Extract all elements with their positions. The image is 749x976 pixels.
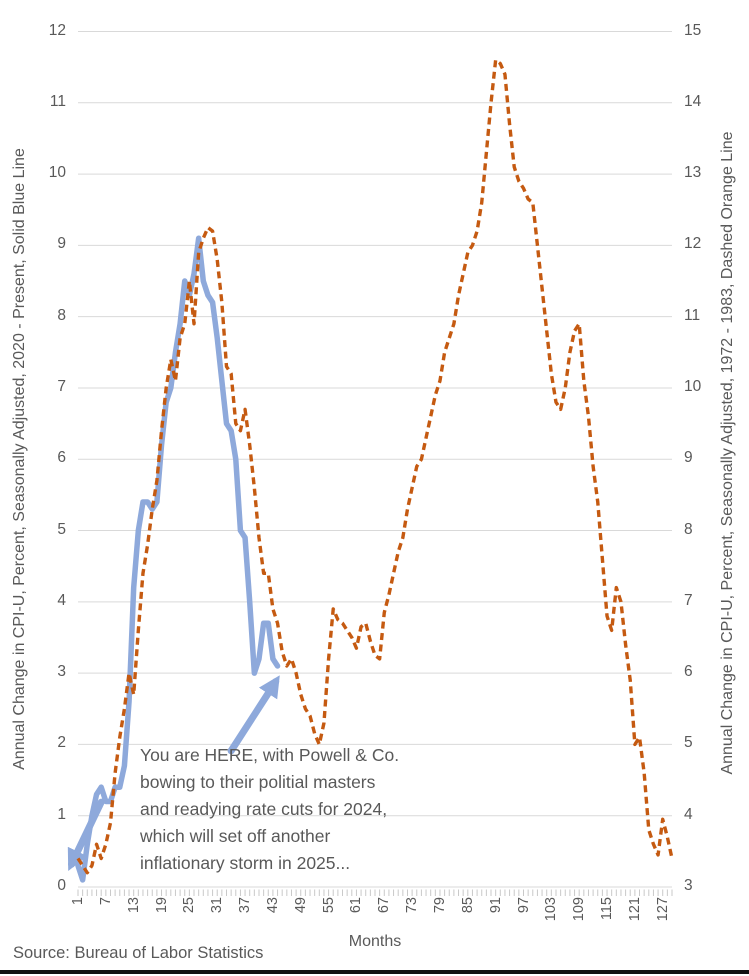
left-axis-tick-label: 2 xyxy=(57,734,66,752)
right-axis-tick-label: 4 xyxy=(684,805,693,823)
left-axis-tick-label: 8 xyxy=(57,306,66,324)
left-axis-tick-label: 7 xyxy=(57,377,66,395)
annotation-text: You are HERE, with Powell & Co. bowing to… xyxy=(140,742,399,877)
x-axis-tick-label: 37 xyxy=(237,897,254,914)
x-axis-tick-label: 127 xyxy=(654,897,671,922)
left-axis-tick-label: 0 xyxy=(57,877,66,894)
left-axis-tick-label: 3 xyxy=(57,663,66,681)
x-axis-tick-label: 61 xyxy=(348,897,365,914)
right-axis-tick-label: 7 xyxy=(684,591,693,609)
x-axis-tick-label: 109 xyxy=(571,897,588,922)
right-axis-tick-label: 3 xyxy=(684,877,693,894)
you-are-here-arrow xyxy=(227,675,280,755)
x-axis-tick-label: 1 xyxy=(70,897,86,906)
left-axis-tick-label: 12 xyxy=(48,21,66,39)
right-axis-tick-label: 5 xyxy=(684,734,693,752)
x-axis-tick-label: 31 xyxy=(209,897,226,914)
x-axis-tick-label: 121 xyxy=(626,897,643,922)
x-axis-tick-label: 67 xyxy=(376,897,393,914)
x-axis-tick-label: 85 xyxy=(459,897,476,914)
left-axis-tick-label: 6 xyxy=(57,449,66,467)
left-axis-title: Annual Change in CPI-U, Percent, Seasona… xyxy=(11,148,28,770)
right-axis-tick-label: 14 xyxy=(684,92,702,110)
source-note: Source: Bureau of Labor Statistics xyxy=(13,944,264,962)
x-axis-tick-label: 13 xyxy=(125,897,142,914)
x-axis-tick-label: 97 xyxy=(515,897,532,914)
right-axis-tick-label: 11 xyxy=(684,306,701,324)
annotation-line: You are HERE, with Powell & Co. xyxy=(140,745,400,765)
left-axis-tick-label: 10 xyxy=(48,164,66,182)
right-axis-tick-label: 8 xyxy=(684,520,693,538)
orange-dashed-line xyxy=(76,58,674,875)
right-axis-tick-label: 13 xyxy=(684,164,702,182)
x-axis-tick-label: 49 xyxy=(292,897,309,914)
x-axis-tick-label: 55 xyxy=(320,897,337,914)
bottom-border xyxy=(0,970,749,974)
annotation-line: bowing to their politial masters xyxy=(140,772,376,792)
left-axis-tick-label: 4 xyxy=(57,591,66,609)
x-axis-tick-label: 115 xyxy=(599,897,616,921)
left-axis-tick-label: 5 xyxy=(57,520,66,538)
blue-solid-line xyxy=(75,235,281,883)
left-axis-tick-label: 9 xyxy=(57,235,66,253)
right-axis-tick-label: 9 xyxy=(684,449,693,467)
x-axis-tick-label: 79 xyxy=(431,897,448,914)
annotation-line: and readying rate cuts for 2024, xyxy=(140,799,388,819)
x-axis-tick-label: 91 xyxy=(487,897,504,914)
right-axis-tick-label: 10 xyxy=(684,377,702,395)
x-axis-tick-label: 103 xyxy=(543,897,560,922)
right-axis-tick-label: 6 xyxy=(684,663,693,681)
x-axis-tick-label: 43 xyxy=(264,897,281,914)
x-axis-tick-label: 73 xyxy=(404,897,421,914)
right-axis-title: Annual Change in CPI-U, Percent, Seasona… xyxy=(719,131,736,775)
x-axis-tick-label: 7 xyxy=(97,897,114,906)
left-axis-tick-label: 1 xyxy=(57,805,66,823)
x-axis-title: Months xyxy=(348,933,402,950)
right-axis-tick-label: 12 xyxy=(684,235,702,253)
x-axis-tick-label: 19 xyxy=(153,897,170,914)
annotation-line: inflationary storm in 2025... xyxy=(140,853,351,873)
right-axis-tick-label: 15 xyxy=(684,21,702,39)
left-axis-tick-label: 11 xyxy=(49,92,66,110)
x-axis-tick-label: 25 xyxy=(181,897,198,914)
line-start-arrow xyxy=(67,798,105,872)
annotation-line: which will set off another xyxy=(140,826,331,846)
